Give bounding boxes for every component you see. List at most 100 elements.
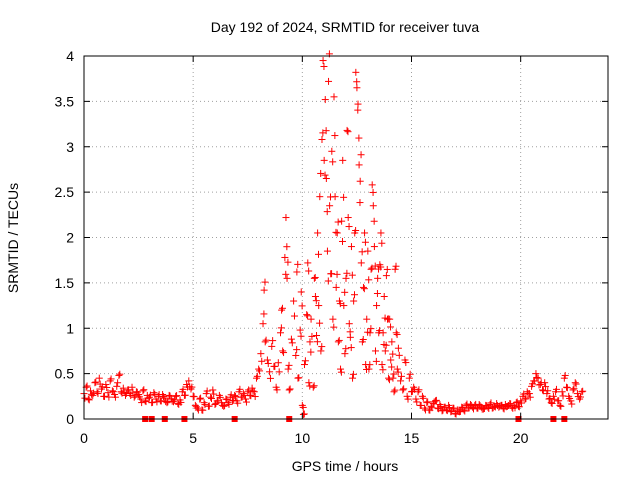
data-point: [94, 390, 102, 398]
data-point: [377, 229, 385, 237]
data-point: [251, 393, 259, 401]
data-point: [301, 357, 309, 365]
data-point: [220, 402, 228, 410]
data-point: [247, 392, 255, 400]
data-point: [287, 335, 295, 343]
data-point: [515, 403, 523, 411]
data-point: [387, 356, 395, 364]
data-point: [335, 336, 343, 344]
data-point: [333, 229, 341, 237]
data-point: [322, 175, 330, 183]
data-point: [214, 397, 222, 405]
data-point: [266, 368, 274, 376]
data-point: [366, 329, 374, 337]
data-point: [486, 400, 494, 408]
data-point: [295, 374, 303, 382]
data-point: [261, 338, 269, 346]
data-point: [286, 385, 294, 393]
data-point: [305, 267, 313, 275]
data-point: [569, 386, 577, 394]
data-point: [353, 78, 361, 86]
data-point: [284, 258, 292, 266]
data-point: [253, 372, 261, 380]
data-point: [349, 370, 357, 378]
data-point: [305, 379, 313, 387]
data-point: [370, 217, 378, 225]
data-point: [345, 320, 353, 328]
data-point: [263, 356, 271, 364]
data-point: [404, 395, 412, 403]
data-point: [345, 223, 353, 231]
data-point: [499, 404, 507, 412]
data-point: [388, 338, 396, 346]
data-point: [236, 385, 244, 393]
data-point: [301, 361, 309, 369]
data-point: [531, 377, 539, 385]
grid-lines: [84, 56, 608, 419]
data-point: [116, 370, 124, 378]
data-point: [424, 398, 432, 406]
x-tick-label: 0: [80, 430, 88, 446]
data-point: [325, 77, 333, 85]
data-point: [318, 135, 326, 143]
data-point: [392, 262, 400, 270]
data-point: [361, 238, 369, 246]
data-point: [298, 302, 306, 310]
data-point: [532, 370, 540, 378]
data-point: [356, 199, 364, 207]
data-point: [507, 400, 515, 408]
data-point: [328, 147, 336, 155]
data-point: [104, 389, 112, 397]
data-point: [255, 365, 263, 373]
data-point: [242, 398, 250, 406]
data-point: [296, 326, 304, 334]
data-point: [369, 202, 377, 210]
data-point: [364, 247, 372, 255]
plot-frame: [83, 55, 609, 420]
data-point: [355, 134, 363, 142]
y-tick-label: 2.5: [55, 184, 75, 200]
data-point: [316, 193, 324, 201]
data-point: [349, 374, 357, 382]
data-point: [434, 404, 442, 412]
data-point: [264, 359, 272, 367]
data-point: [281, 253, 289, 261]
data-point: [280, 349, 288, 357]
data-point: [341, 288, 349, 296]
data-point: [330, 93, 338, 101]
data-point: [373, 302, 381, 310]
data-point: [115, 371, 123, 379]
data-point: [576, 393, 584, 401]
data-point: [275, 368, 283, 376]
data-point: [310, 382, 318, 390]
data-point: [285, 361, 293, 369]
data-point: [277, 329, 284, 337]
data-point: [332, 283, 340, 291]
data-point: [393, 331, 401, 339]
data-point: [188, 383, 196, 391]
data-point: [321, 96, 329, 104]
data-point: [113, 382, 121, 390]
data-point: [205, 402, 213, 410]
data-point: [271, 362, 279, 370]
data-point: [357, 151, 365, 159]
data-point: [293, 268, 301, 276]
data-point: [229, 396, 237, 404]
data-point: [139, 387, 147, 395]
data-point: [342, 274, 350, 282]
data-point: [460, 406, 468, 414]
data-point: [557, 402, 565, 410]
data-point: [385, 376, 393, 384]
data-point: [102, 381, 110, 389]
data-point: [256, 367, 264, 375]
data-point: [367, 325, 375, 333]
data-point: [361, 229, 369, 237]
data-point: [571, 379, 579, 387]
data-point: [317, 347, 325, 355]
x-tick-label: 15: [404, 430, 420, 446]
data-point: [320, 63, 328, 71]
data-point: [360, 285, 368, 293]
data-point: [338, 217, 346, 225]
data-point: [279, 347, 287, 355]
data-point: [379, 329, 387, 337]
